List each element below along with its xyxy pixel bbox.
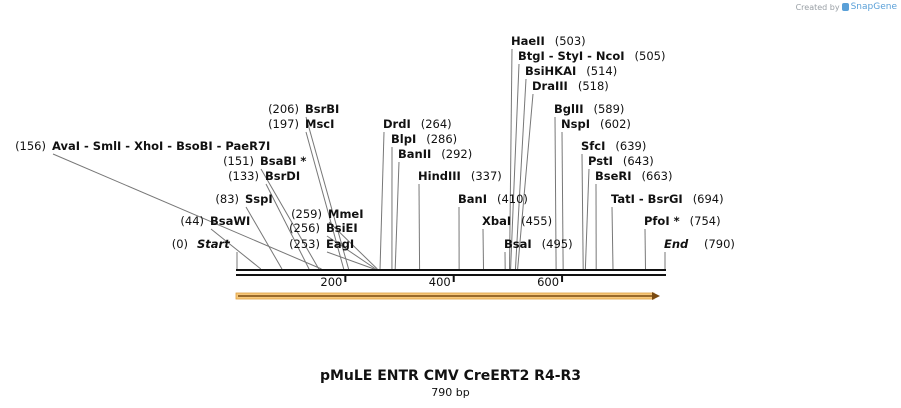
site-position-bglii: (589) bbox=[594, 102, 625, 116]
site-label-psti: PstI bbox=[588, 154, 613, 168]
site-label-bglii: BglII bbox=[554, 102, 584, 116]
snapgene-credit: Created by SnapGene bbox=[796, 2, 897, 12]
site-position-psti: (643) bbox=[623, 154, 654, 168]
site-label-bsrdi: BsrDI bbox=[265, 169, 300, 183]
site-label-bsiei: BsiEI bbox=[326, 221, 358, 235]
site-label-sspi: SspI bbox=[245, 192, 273, 206]
site-label-blpi: BlpI bbox=[391, 132, 416, 146]
feature-arrow bbox=[235, 292, 660, 300]
site-position-bsawi: (44) bbox=[180, 214, 204, 228]
site-label-btgi: BtgI - StyI - NcoI bbox=[518, 49, 625, 63]
site-label-banii: BanII bbox=[398, 147, 431, 161]
site-line-haeii bbox=[509, 48, 513, 270]
site-position-banii: (292) bbox=[441, 147, 472, 161]
site-position-avai: (156) bbox=[15, 139, 46, 153]
map-subtitle: 790 bp bbox=[431, 386, 470, 399]
map-title: pMuLE ENTR CMV CreERT2 R4-R3 bbox=[319, 368, 582, 384]
site-position-eagi: (253) bbox=[289, 237, 320, 251]
site-position-bsrdi: (133) bbox=[228, 169, 259, 183]
site-line-bsabi bbox=[260, 168, 320, 270]
site-label-sfci: SfcI bbox=[581, 139, 605, 153]
site-line-bsawi bbox=[210, 228, 262, 270]
credit-prefix: Created by bbox=[795, 2, 840, 12]
site-label-bsrbi: BsrBI bbox=[305, 102, 339, 116]
site-position-bani: (410) bbox=[497, 192, 528, 206]
site-label-eagi: EagI bbox=[326, 237, 354, 251]
site-position-haeii: (503) bbox=[555, 34, 586, 48]
site-line-xbai bbox=[482, 228, 485, 270]
site-position-drdi: (264) bbox=[421, 117, 452, 131]
site-position-tati: (694) bbox=[693, 192, 724, 206]
site-label-bsihkai: BsiHKAI bbox=[525, 64, 576, 78]
site-label-pfoi: PfoI * bbox=[644, 214, 680, 228]
site-label-xbai: XbaI bbox=[482, 214, 511, 228]
site-line-mmei bbox=[328, 221, 378, 270]
ruler-label-400: 400 bbox=[429, 275, 451, 289]
site-label-mmei: MmeI bbox=[328, 207, 364, 221]
site-position-hindiii: (337) bbox=[471, 169, 502, 183]
site-position-xbai: (455) bbox=[521, 214, 552, 228]
site-line-bglii bbox=[554, 116, 557, 270]
site-label-drdi: DrdI bbox=[383, 117, 411, 131]
credit-brand: SnapGene bbox=[850, 2, 897, 12]
end-label: End bbox=[664, 237, 689, 251]
site-position-msci: (197) bbox=[268, 117, 299, 131]
site-position-blpi: (286) bbox=[426, 132, 457, 146]
site-position-bsabi: (151) bbox=[223, 154, 254, 168]
site-line-drdi bbox=[379, 131, 385, 270]
sequence-backbone bbox=[236, 269, 666, 276]
site-position-nspi: (602) bbox=[600, 117, 631, 131]
site-line-btgi bbox=[510, 63, 520, 270]
site-line-avai bbox=[52, 153, 322, 270]
site-label-msci: MscI bbox=[305, 117, 334, 131]
ruler-label-600: 600 bbox=[537, 275, 559, 289]
site-label-bsabi: BsaBI * bbox=[260, 154, 306, 168]
site-line-bsrdi bbox=[265, 183, 310, 270]
site-label-hindiii: HindIII bbox=[418, 169, 461, 183]
end-position: (790) bbox=[704, 237, 735, 251]
site-line-msci bbox=[305, 131, 345, 270]
site-position-draiii: (518) bbox=[578, 79, 609, 93]
site-line-draiii bbox=[517, 93, 534, 270]
site-line-hindiii bbox=[418, 183, 421, 270]
start-label: Start bbox=[197, 237, 230, 251]
site-line-eagi bbox=[326, 251, 375, 270]
site-label-bani: BanI bbox=[458, 192, 487, 206]
site-label-bseri: BseRI bbox=[595, 169, 632, 183]
site-position-btgi: (505) bbox=[635, 49, 666, 63]
site-position-pfoi: (754) bbox=[690, 214, 721, 228]
snapgene-logo-icon bbox=[841, 3, 849, 11]
site-label-tati: TatI - BsrGI bbox=[611, 192, 683, 206]
site-label-haeii: HaeII bbox=[511, 34, 545, 48]
site-line-bsihkai bbox=[514, 78, 527, 270]
site-position-bsrbi: (206) bbox=[268, 102, 299, 116]
start-position: (0) bbox=[172, 237, 188, 251]
site-label-nspi: NspI bbox=[561, 117, 590, 131]
site-label-bsawi: BsaWI bbox=[210, 214, 250, 228]
site-label-draiii: DraIII bbox=[532, 79, 568, 93]
site-line-bsrbi bbox=[305, 116, 350, 270]
site-line-tati bbox=[611, 206, 614, 270]
site-label-avai: AvaI - SmlI - XhoI - BsoBI - PaeR7I bbox=[52, 139, 270, 153]
ruler-label-200: 200 bbox=[320, 275, 342, 289]
site-line-bsiei bbox=[326, 235, 376, 270]
site-line-sfci bbox=[581, 153, 584, 270]
site-position-bseri: (663) bbox=[642, 169, 673, 183]
site-position-sspi: (83) bbox=[215, 192, 239, 206]
site-line-psti bbox=[584, 168, 590, 270]
site-line-banii bbox=[394, 161, 400, 270]
site-position-bsiei: (256) bbox=[289, 221, 320, 235]
site-position-bsai: (495) bbox=[542, 237, 573, 251]
site-position-sfci: (639) bbox=[615, 139, 646, 153]
site-position-mmei: (259) bbox=[291, 207, 322, 221]
site-line-sspi bbox=[245, 206, 283, 270]
site-line-nspi bbox=[561, 131, 564, 270]
site-label-bsai: BsaI bbox=[504, 237, 532, 251]
site-position-bsihkai: (514) bbox=[586, 64, 617, 78]
restriction-map: AvaI - SmlI - XhoI - BsoBI - PaeR7I (156)… bbox=[15, 34, 735, 300]
